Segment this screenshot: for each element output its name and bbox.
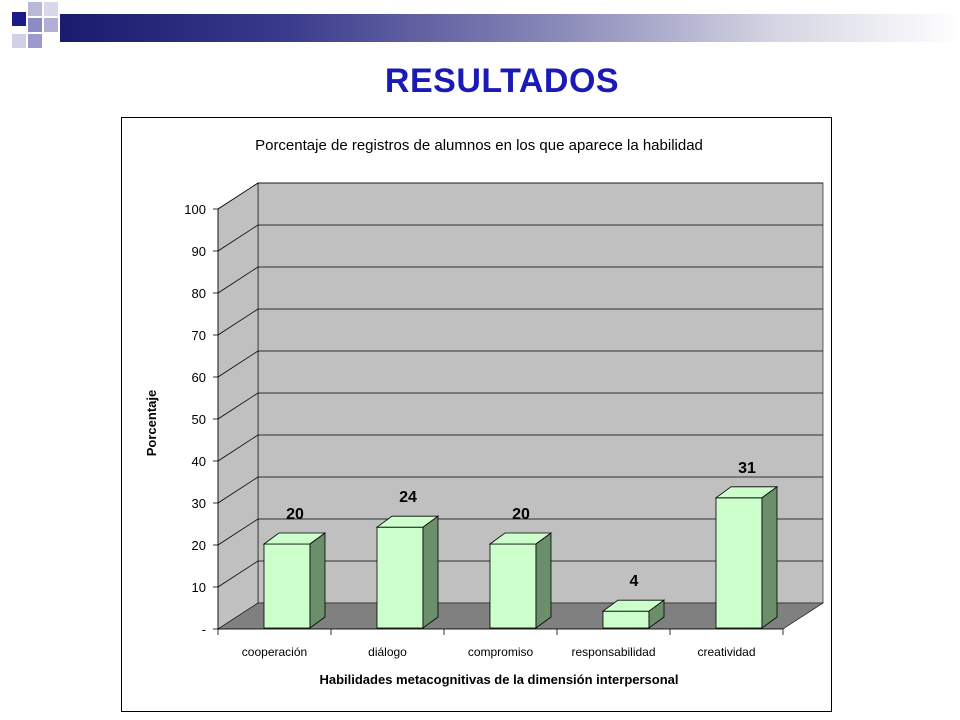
- bar-side: [309, 532, 326, 629]
- y-tick-label: -: [202, 622, 206, 637]
- bar-side: [422, 515, 439, 629]
- x-tick-label: diálogo: [368, 645, 407, 659]
- bar-chart: Porcentaje de registros de alumnos en lo…: [144, 137, 825, 687]
- bar: [376, 526, 424, 629]
- gridline: [217, 266, 823, 294]
- y-tick-label: 20: [192, 538, 206, 553]
- gridline: [217, 182, 823, 210]
- x-tick-label: creatividad: [697, 645, 755, 659]
- page-title: RESULTADOS: [384, 62, 620, 100]
- data-label: 4: [630, 573, 639, 590]
- bar-side: [648, 599, 665, 629]
- plot-area: - 10 20 30 40 50 60 70 80 90 100 20 cooperación 24 diá…: [184, 182, 825, 659]
- gridline: [217, 308, 823, 336]
- deco-square: [28, 34, 42, 48]
- deco-square: [44, 18, 58, 32]
- gridline: [217, 224, 823, 252]
- x-tick-label: compromiso: [468, 645, 534, 659]
- y-tick-label: 70: [192, 328, 206, 343]
- data-label: 31: [738, 460, 756, 477]
- data-label: 24: [399, 489, 417, 506]
- y-tick-label: 60: [192, 370, 206, 385]
- gridline: [217, 560, 823, 588]
- y-tick-label: 100: [184, 202, 206, 217]
- chart-title: Porcentaje de registros de alumnos en lo…: [255, 137, 703, 154]
- deco-square: [12, 34, 26, 48]
- x-axis-label: Habilidades metacognitivas de la dimensi…: [319, 672, 678, 687]
- bar-side: [761, 486, 778, 629]
- gridline: [217, 476, 823, 504]
- deco-square: [28, 2, 42, 16]
- gridline: [217, 392, 823, 420]
- chart-frame: Porcentaje de registros de alumnos en lo…: [121, 117, 832, 712]
- bar: [263, 543, 311, 629]
- bar: [489, 543, 537, 629]
- x-tick-label: cooperación: [242, 645, 307, 659]
- gridline: [217, 434, 823, 462]
- y-tick-label: 40: [192, 454, 206, 469]
- y-tick-label: 30: [192, 496, 206, 511]
- y-tick-label: 10: [192, 580, 206, 595]
- y-axis-label: Porcentaje: [144, 390, 159, 456]
- deco-square: [28, 18, 42, 32]
- deco-square: [12, 12, 26, 26]
- bar-side: [535, 532, 552, 629]
- y-tick-label: 90: [192, 244, 206, 259]
- x-tick-label: responsabilidad: [571, 645, 655, 659]
- gridline: [217, 350, 823, 378]
- header-gradient-bar: [60, 14, 960, 42]
- y-tick-label: 50: [192, 412, 206, 427]
- data-label: 20: [512, 506, 530, 523]
- data-label: 20: [286, 506, 304, 523]
- gridline: [217, 518, 823, 546]
- bar: [602, 610, 650, 629]
- y-tick-label: 80: [192, 286, 206, 301]
- deco-square: [44, 2, 58, 16]
- bar: [715, 497, 763, 629]
